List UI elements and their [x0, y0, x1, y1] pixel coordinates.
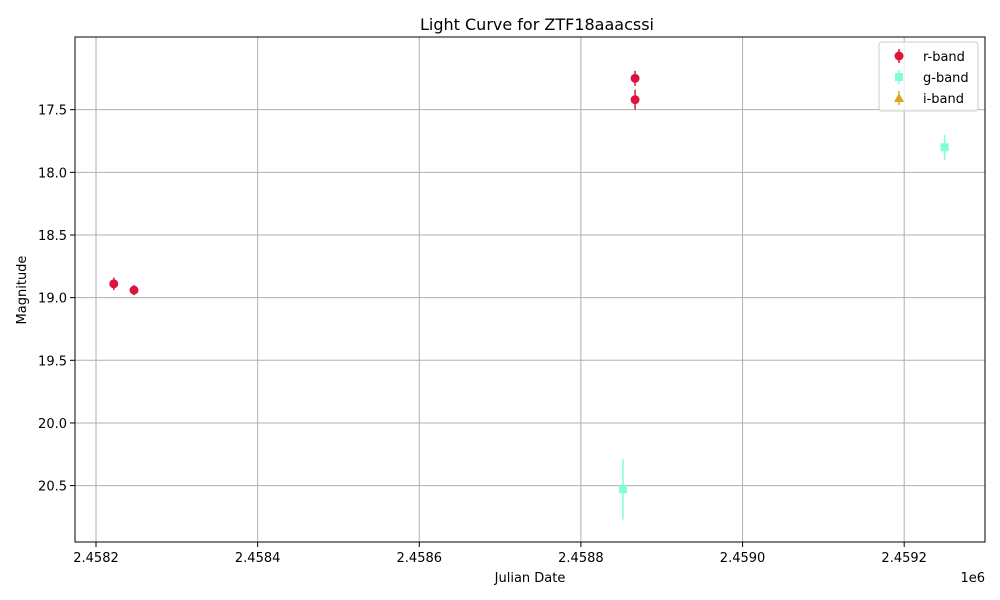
x-axis-ticks: 2.4582 2.4584 2.4586 2.4588 2.4590 2.4592 [73, 542, 927, 566]
x-tick-label: 2.4588 [558, 551, 604, 566]
data-point-r-band [630, 95, 640, 105]
x-axis-offset-label: 1e6 [960, 571, 985, 586]
data-point-r-band [109, 279, 119, 289]
legend-marker-r-band [894, 51, 904, 61]
legend-box [878, 41, 979, 112]
y-tick-label: 20.5 [38, 480, 67, 495]
legend-label-r-band: r-band [923, 50, 965, 65]
y-tick-label: 20.0 [38, 417, 67, 432]
y-axis-ticks: 17.5 18.0 18.5 19.0 19.5 20.0 20.5 [38, 104, 75, 495]
legend-marker-i-band [894, 93, 904, 102]
legend-label-i-band: i-band [923, 92, 964, 107]
y-axis-label: Magnitude [15, 256, 30, 325]
x-tick-label: 2.4586 [397, 551, 443, 566]
data-markers [109, 73, 949, 494]
y-tick-label: 18.0 [38, 166, 67, 181]
x-tick-label: 2.4590 [720, 551, 766, 566]
y-tick-label: 19.5 [38, 354, 67, 369]
legend-marker-g-band [895, 73, 903, 81]
y-tick-label: 19.0 [38, 292, 67, 307]
grid [75, 37, 985, 542]
legend: r-band g-band i-band [878, 41, 979, 112]
y-tick-label: 18.5 [38, 229, 67, 244]
chart-title: Light Curve for ZTF18aaacssi [420, 15, 654, 34]
legend-label-g-band: g-band [923, 71, 969, 86]
data-point-r-band [129, 285, 139, 295]
data-point-g-band [618, 485, 627, 494]
plot-frame [74, 36, 986, 543]
x-tick-label: 2.4582 [73, 551, 119, 566]
x-axis-label: Julian Date [494, 571, 566, 586]
y-tick-label: 17.5 [38, 104, 67, 119]
data-point-r-band [630, 73, 640, 83]
plot-area [75, 37, 985, 542]
data-point-g-band [940, 143, 949, 152]
x-tick-label: 2.4584 [235, 551, 281, 566]
x-tick-label: 2.4592 [881, 551, 927, 566]
